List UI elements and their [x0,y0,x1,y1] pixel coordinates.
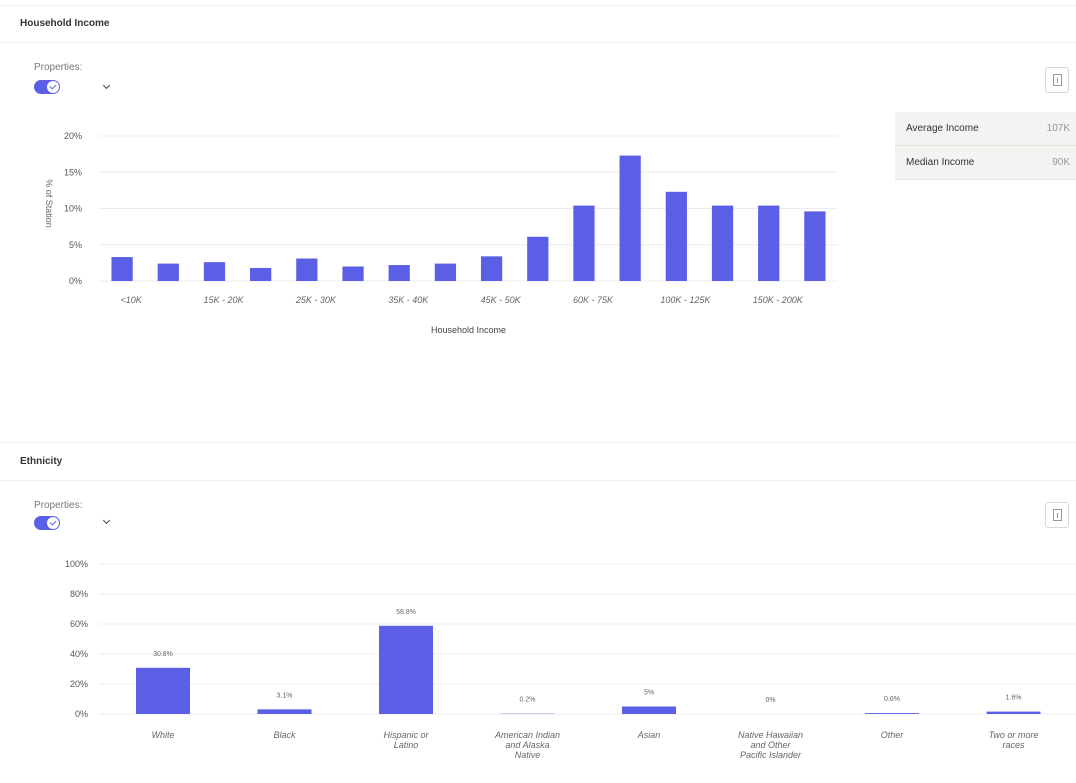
x-tick-label: <10K [120,295,142,305]
bar [527,236,549,281]
x-tick-label: Native [515,750,541,760]
y-tick-label: 100% [65,559,88,569]
x-tick-label: Pacific Islander [740,750,802,760]
data-label: 0.6% [884,696,900,703]
x-tick-label: 25K - 30K [295,295,337,305]
bar [986,711,1041,714]
x-tick-label: 35K - 40K [388,295,429,305]
ethnicity-bar-chart: 0% 20% 40% 60% 80% 100% 30.8% White 3.1% Black 58.… [65,559,1076,760]
income-properties-chevron-down-icon[interactable] [102,82,112,92]
median-income-value: 90K [1052,157,1070,168]
x-tick-label: 15K - 20K [203,295,244,305]
data-label: 5% [644,690,654,697]
average-income-label: Average Income [906,123,979,134]
bar [388,265,410,281]
x-tick-label: Asian [637,730,661,740]
ethnicity-section-title: Ethnicity [20,456,63,467]
x-tick-label: American Indian [494,730,560,740]
data-label: 30.8% [153,651,173,658]
bar [379,625,433,714]
y-tick-label: 15% [64,167,82,177]
document-icon [1053,509,1062,521]
income-section-title: Household Income [20,18,110,29]
x-tick-label: and Alaska [505,740,549,750]
bar [111,257,133,281]
x-tick-label: 150K - 200K [753,295,804,305]
income-properties-label: Properties: [34,62,83,73]
bar [203,262,226,281]
y-tick-label: 5% [69,240,82,250]
average-income-value: 107K [1046,123,1070,134]
bar [136,667,190,714]
ethnicity-properties-toggle[interactable] [34,516,60,530]
average-income-row: Average Income 107K [895,112,1076,146]
ethnicity-top-divider [0,442,1076,443]
median-income-row: Median Income 90K [895,146,1076,180]
x-tick-label: Black [273,730,296,740]
x-tick-label: 60K - 75K [573,295,614,305]
y-tick-label: 20% [70,679,88,689]
income-export-button[interactable] [1045,67,1069,93]
x-tick-label: Two or more [989,730,1039,740]
ethnicity-title-divider [0,480,1076,481]
ethnicity-properties-label: Properties: [34,500,83,511]
bar [804,211,826,281]
x-tick-label: Latino [394,740,419,750]
bar [157,263,179,281]
bar [619,155,641,281]
bar [434,263,457,281]
x-tick-label: White [151,730,174,740]
ethnicity-export-button[interactable] [1045,502,1069,528]
y-axis-label: % of Station [44,179,54,228]
y-tick-label: 80% [70,589,88,599]
bar [480,256,503,281]
data-label: 0.2% [520,697,536,704]
x-axis-label: Household Income [431,325,506,335]
bar [296,258,318,281]
income-title-divider [0,42,1076,43]
x-tick-label: 45K - 50K [481,295,522,305]
x-tick-label: and Other [750,740,791,750]
bar [622,706,676,714]
data-label: 0% [765,697,775,704]
y-tick-label: 10% [64,204,82,214]
income-stats-panel: Average Income 107K Median Income 90K [895,112,1076,180]
bar [711,205,734,281]
bar [573,205,595,281]
x-tick-label: Hispanic or [383,730,429,740]
y-tick-label: 40% [70,649,88,659]
bar [665,191,687,281]
y-tick-label: 0% [75,709,88,719]
bar [342,266,364,281]
top-divider [0,5,1076,6]
data-label: 1.6% [1006,695,1022,702]
bar [865,713,919,714]
bar [250,267,272,281]
income-bar-chart: 0% 5% 10% 15% 20% <10K 15K - 20K 25K - 30K 35K -… [44,131,838,335]
x-tick-label: Other [881,730,905,740]
x-tick-label: 100K - 125K [660,295,711,305]
toggle-knob [47,517,59,529]
bar [758,205,780,281]
y-tick-label: 0% [69,276,82,286]
bar [257,709,312,714]
y-tick-label: 20% [64,131,82,141]
x-tick-label: races [1002,740,1025,750]
income-properties-toggle[interactable] [34,80,60,94]
data-label: 3.1% [277,692,293,699]
x-tick-label: Native Hawaiian [738,730,803,740]
document-icon [1053,74,1062,86]
toggle-knob [47,81,59,93]
y-tick-label: 60% [70,619,88,629]
median-income-label: Median Income [906,157,975,168]
data-label: 58.8% [396,609,416,616]
ethnicity-properties-chevron-down-icon[interactable] [102,517,112,527]
